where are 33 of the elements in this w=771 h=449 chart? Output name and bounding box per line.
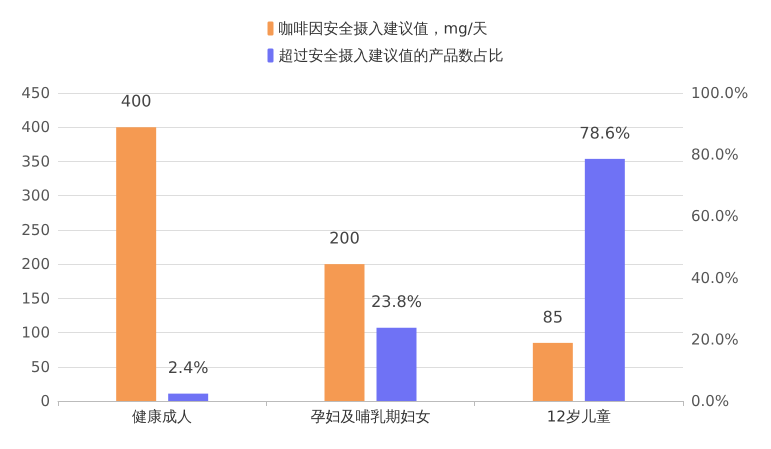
data-label: 23.8%: [371, 292, 422, 312]
data-label: 400: [120, 92, 152, 111]
y-tick-label: 200: [21, 255, 50, 274]
bar: [532, 342, 573, 401]
x-tick-label: 12岁儿童: [546, 408, 611, 426]
y2-tick-label: 0.0%: [691, 392, 730, 410]
x-tick-label: 孕妇及哺乳期妇女: [310, 408, 430, 426]
data-label: 85: [542, 307, 564, 326]
y-tick-label: 150: [21, 289, 50, 308]
y-tick-label: 100: [21, 324, 50, 342]
bar: [376, 328, 416, 401]
y-tick-label: 400: [21, 118, 50, 136]
y-tick-label: 450: [21, 84, 50, 102]
legend-label: 超过安全摄入建议值的产品数占比: [278, 46, 504, 64]
bar: [116, 127, 156, 401]
bar: [168, 394, 208, 401]
y2-tick-label: 60.0%: [691, 207, 739, 226]
y2-tick-label: 80.0%: [691, 146, 739, 164]
bar: [584, 158, 625, 401]
y-tick-label: 0: [40, 392, 50, 410]
y-tick-label: 250: [21, 220, 50, 239]
y2-tick-label: 100.0%: [691, 84, 748, 102]
x-tick-label: 健康成人: [132, 408, 192, 426]
bar: [324, 264, 364, 401]
y2-tick-label: 40.0%: [691, 268, 739, 287]
y-tick-label: 50: [30, 358, 50, 376]
y2-tick-label: 20.0%: [691, 330, 739, 348]
legend-label: 咖啡因安全摄入建议值，mg/天: [278, 20, 488, 38]
data-label: 78.6%: [579, 123, 630, 142]
data-label: 2.4%: [168, 358, 208, 378]
y-tick-label: 350: [21, 152, 50, 170]
y-tick-label: 300: [21, 186, 50, 205]
data-label: 200: [329, 228, 360, 248]
